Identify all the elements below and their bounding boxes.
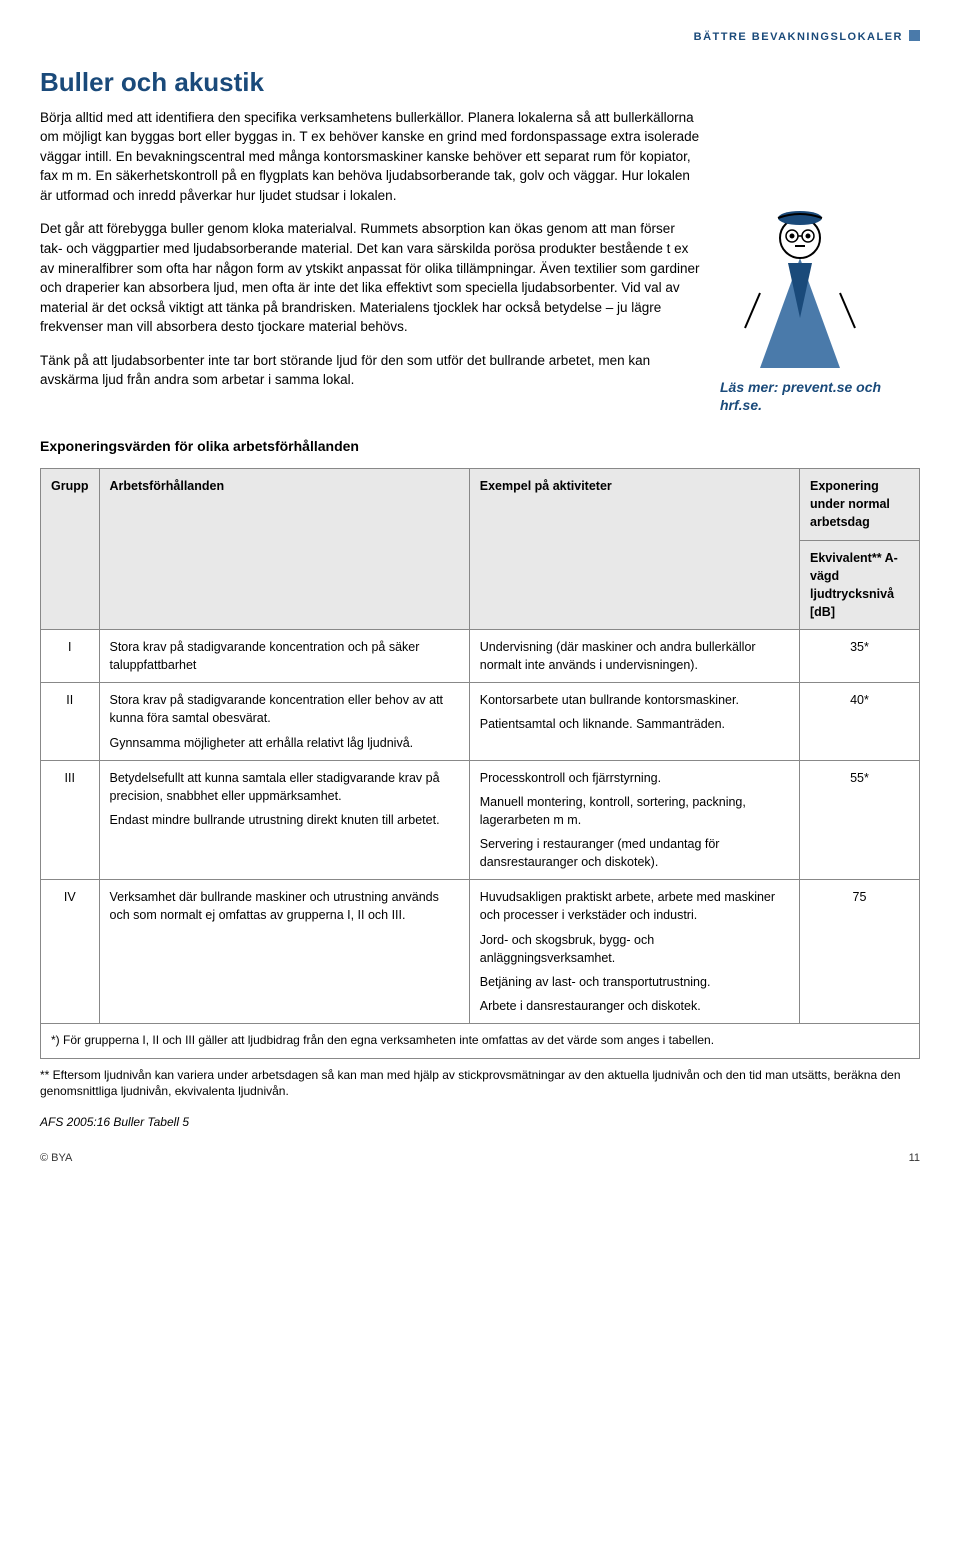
conditions-cell: Stora krav på stadigvarande koncentratio… — [99, 683, 469, 760]
group-cell: II — [41, 683, 100, 760]
col-subheader: Ekvivalent** A-vägd ljudtrycksnivå [dB] — [800, 540, 920, 630]
read-more-link: Läs mer: prevent.se och hrf.se. — [720, 378, 920, 414]
paragraph: Det går att förebygga buller genom kloka… — [40, 219, 700, 336]
conditions-cell: Stora krav på stadigvarande koncentratio… — [99, 630, 469, 683]
sidebar: Läs mer: prevent.se och hrf.se. — [720, 64, 920, 404]
exposure-table: Grupp Arbetsförhållanden Exempel på akti… — [40, 468, 920, 1058]
conditions-cell: Betydelsefullt att kunna samtala eller s… — [99, 760, 469, 880]
col-header: Exponering under normal arbetsdag — [800, 469, 920, 540]
article-body: Buller och akustik Börja alltid med att … — [40, 64, 700, 404]
article-title: Buller och akustik — [40, 64, 700, 102]
table-reference: AFS 2005:16 Buller Tabell 5 — [40, 1114, 920, 1131]
paragraph: Börja alltid med att identifiera den spe… — [40, 108, 700, 206]
group-cell: IV — [41, 880, 100, 1024]
col-header: Arbetsförhållanden — [99, 469, 469, 630]
table-footnote-2: ** Eftersom ljudnivån kan variera under … — [40, 1067, 920, 1101]
examples-cell: Processkontroll och fjärrstyrning.Manuel… — [469, 760, 799, 880]
col-header: Grupp — [41, 469, 100, 630]
copyright: © BYA — [40, 1151, 72, 1167]
examples-cell: Kontorsarbete utan bullrande kontorsmask… — [469, 683, 799, 760]
exposure-cell: 75 — [800, 880, 920, 1024]
conditions-cell: Verksamhet där bullrande maskiner och ut… — [99, 880, 469, 1024]
guard-illustration-icon — [740, 198, 860, 374]
page-number: 11 — [909, 1151, 920, 1167]
exposure-cell: 40* — [800, 683, 920, 760]
table-caption: Exponeringsvärden för olika arbetsförhål… — [40, 436, 920, 456]
examples-cell: Undervisning (där maskiner och andra bul… — [469, 630, 799, 683]
paragraph: Tänk på att ljudabsorbenter inte tar bor… — [40, 351, 700, 390]
doc-category: BÄTTRE BEVAKNINGSLOKALER — [40, 30, 920, 46]
group-cell: III — [41, 760, 100, 880]
table-footnote: *) För grupperna I, II och III gäller at… — [41, 1024, 920, 1058]
examples-cell: Huvudsakligen praktiskt arbete, arbete m… — [469, 880, 799, 1024]
exposure-cell: 35* — [800, 630, 920, 683]
group-cell: I — [41, 630, 100, 683]
col-header: Exempel på aktiviteter — [469, 469, 799, 630]
exposure-cell: 55* — [800, 760, 920, 880]
